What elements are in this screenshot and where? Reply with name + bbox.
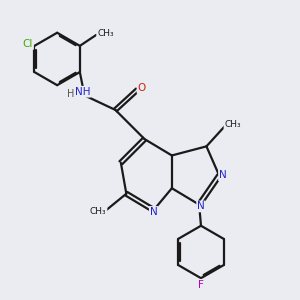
Text: F: F <box>198 280 204 290</box>
Text: H: H <box>67 88 74 99</box>
Text: CH₃: CH₃ <box>224 120 241 129</box>
Text: N: N <box>150 207 158 217</box>
Text: N: N <box>197 201 205 212</box>
Text: CH₃: CH₃ <box>90 207 106 216</box>
Text: Cl: Cl <box>23 39 33 49</box>
Text: O: O <box>137 83 146 93</box>
Text: NH: NH <box>75 87 90 97</box>
Text: N: N <box>219 170 227 181</box>
Text: CH₃: CH₃ <box>97 28 114 38</box>
